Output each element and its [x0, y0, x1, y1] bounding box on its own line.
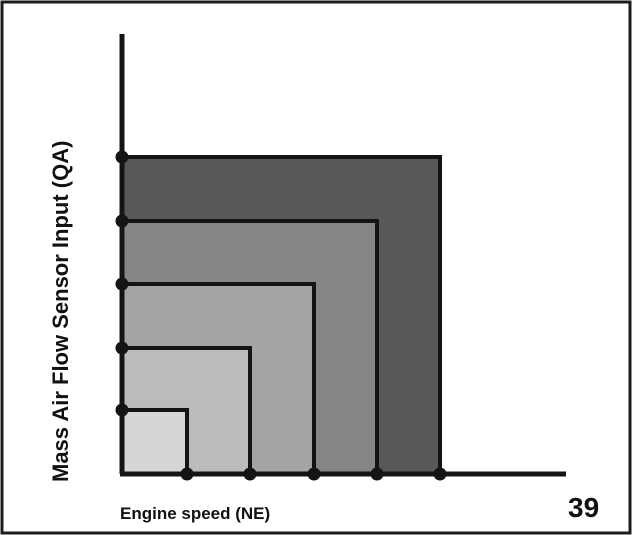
y-axis-dot-2: [115, 341, 129, 355]
y-axis-dot-3: [115, 277, 129, 291]
y-axis-label: Mass Air Flow Sensor Input (QA): [48, 141, 73, 482]
x-axis-dot-5: [433, 467, 447, 481]
y-axis-dot-4: [115, 214, 129, 228]
x-axis-dot-4: [370, 467, 384, 481]
x-axis-dot-3: [307, 467, 321, 481]
x-axis-dot-1: [180, 467, 194, 481]
axis-dots-group: [115, 150, 447, 481]
y-axis-dot-1: [115, 403, 129, 417]
regions-group: [120, 155, 442, 476]
y-axis-dot-5: [115, 150, 129, 164]
figure-number: 39: [568, 492, 599, 523]
x-axis-label: Engine speed (NE): [120, 504, 270, 523]
region-1: [120, 408, 189, 476]
x-axis-dot-2: [243, 467, 257, 481]
